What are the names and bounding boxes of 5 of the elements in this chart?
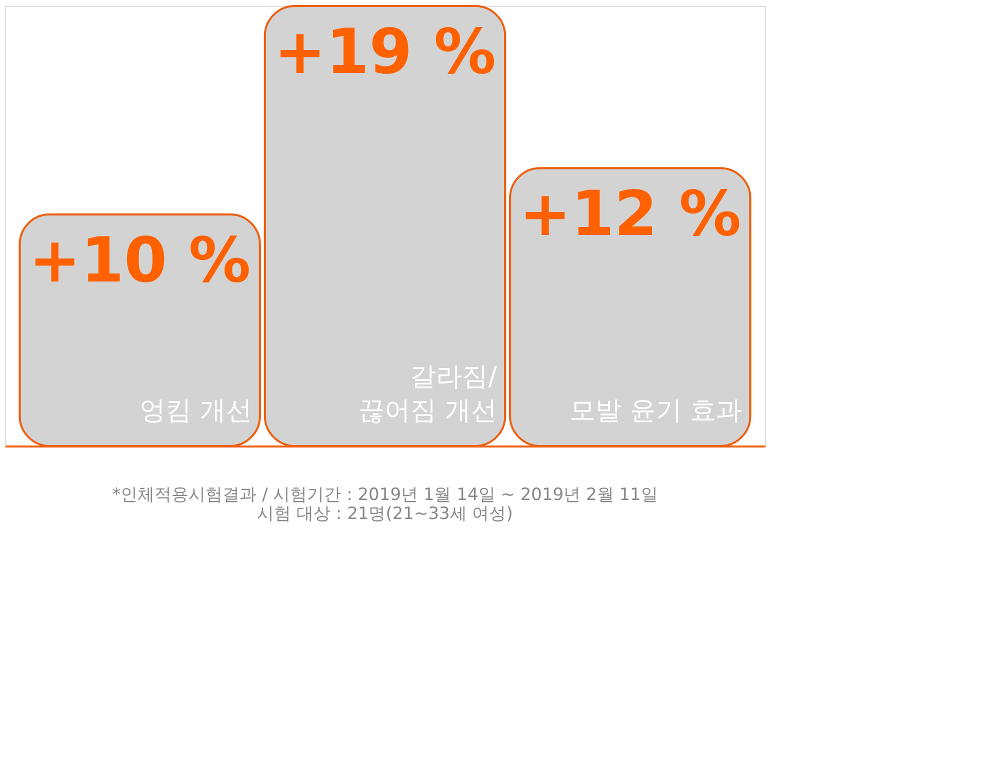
text: 시험 대상 : 21명(21~33세 여성) [257,504,513,524]
data-label: +19 % [274,15,496,88]
data-label: +10 % [28,223,251,296]
text: *인체적용시험결과 / 시험기간 : 2019년 1월 14일 ~ 2019년 2월 11일 [112,485,658,505]
data-label: +12 % [519,177,742,250]
